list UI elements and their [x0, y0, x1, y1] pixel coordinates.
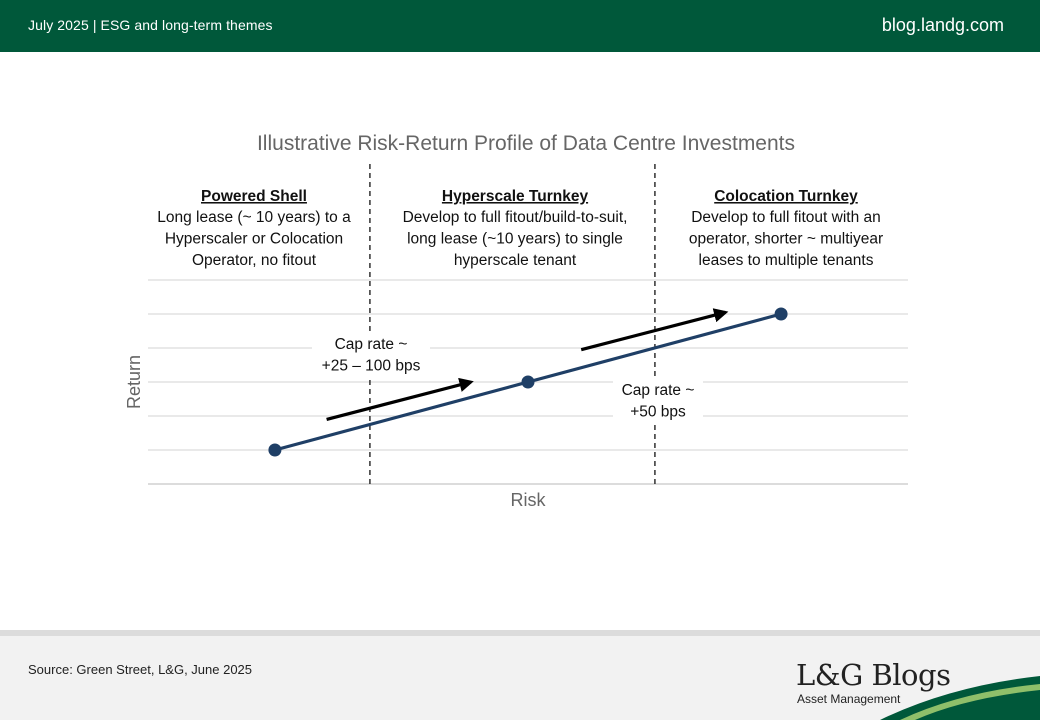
- chart-area: Illustrative Risk-Return Profile of Data…: [0, 52, 1040, 630]
- cap-rate-arrow: [580, 308, 729, 352]
- header-bar: July 2025 | ESG and long-term themes blo…: [0, 0, 1040, 52]
- cap-rate-label: Cap rate ~: [335, 336, 408, 353]
- header-date-topic: July 2025 | ESG and long-term themes: [28, 17, 273, 33]
- cap-rate-value: +25 – 100 bps: [322, 358, 421, 375]
- source-note: Source: Green Street, L&G, June 2025: [28, 662, 253, 677]
- annotation-background: [312, 332, 430, 378]
- swoosh-green: [880, 676, 1040, 720]
- brand-swoosh: [880, 676, 1040, 720]
- chart-title: Illustrative Risk-Return Profile of Data…: [257, 132, 795, 155]
- data-point: [521, 375, 535, 389]
- segment-description-line: Long lease (~ 10 years) to a: [157, 209, 351, 226]
- cap-rate-label: Cap rate ~: [622, 382, 695, 399]
- cap-rate-value: +50 bps: [630, 404, 686, 421]
- swoosh-light: [900, 684, 1040, 720]
- data-point: [268, 443, 282, 457]
- footer: Source: Green Street, L&G, June 2025 L&G…: [0, 630, 1040, 720]
- segment-description-line: Operator, no fitout: [192, 252, 317, 269]
- segment-description-line: long lease (~10 years) to single: [407, 231, 623, 248]
- cap-rate-arrow: [326, 377, 474, 421]
- site-link[interactable]: blog.landg.com: [881, 15, 1004, 35]
- segment-heading: Powered Shell: [201, 188, 307, 205]
- segment-description-line: Develop to full fitout/build-to-suit,: [403, 209, 628, 226]
- annotation-background: [613, 378, 703, 424]
- segment-description-line: hyperscale tenant: [454, 252, 577, 269]
- segment-description-line: Develop to full fitout with an: [691, 209, 881, 226]
- segment-description-line: operator, shorter ~ multiyear: [689, 231, 883, 248]
- segment-description-line: leases to multiple tenants: [699, 252, 874, 269]
- segment-heading: Hyperscale Turnkey: [442, 188, 589, 205]
- data-point: [774, 307, 788, 321]
- x-axis-label: Risk: [511, 490, 547, 510]
- segment-description-line: Hyperscaler or Colocation: [165, 231, 343, 248]
- y-axis-label: Return: [124, 355, 144, 409]
- segment-heading: Colocation Turnkey: [714, 188, 858, 205]
- brand-subtitle: Asset Management: [797, 692, 901, 706]
- brand-logo-text: L&G Blogs: [796, 658, 951, 692]
- risk-return-chart: Illustrative Risk-Return Profile of Data…: [124, 132, 908, 510]
